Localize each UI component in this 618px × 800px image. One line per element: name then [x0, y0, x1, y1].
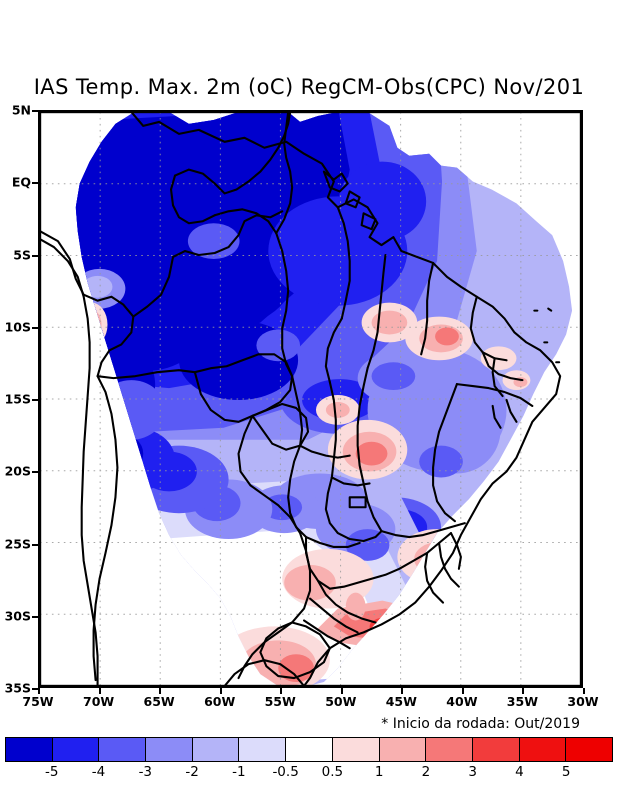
- colorbar-tick-label: 2: [421, 764, 431, 780]
- x-tick-mark: [38, 688, 40, 694]
- x-tick-mark: [98, 688, 101, 694]
- x-tick-label: 75W: [22, 694, 54, 709]
- y-tick-label: 15S: [4, 391, 31, 407]
- map-frame: [38, 110, 583, 688]
- x-tick-label: 40W: [446, 694, 478, 709]
- anomaly-map[interactable]: [40, 112, 581, 686]
- colorbar-cell[interactable]: [379, 738, 427, 761]
- y-tick-mark: [32, 543, 38, 546]
- x-tick-mark: [219, 688, 222, 694]
- colorbar-cell[interactable]: [332, 738, 380, 761]
- y-tick-mark: [32, 326, 38, 329]
- colorbar-tick-label: -5: [45, 764, 59, 780]
- y-tick-mark: [32, 110, 38, 112]
- y-tick-label: 10S: [4, 319, 31, 335]
- colorbar-cell[interactable]: [192, 738, 240, 761]
- colorbar-labels: -5 -4 -3 -2 -1 -0.5 0.5 1 2 3 4 5: [5, 764, 613, 784]
- colorbar-tick-label: -1: [232, 764, 246, 780]
- x-tick-label: 30W: [567, 694, 599, 709]
- colorbar-cell[interactable]: [472, 738, 520, 761]
- y-tick-label: 20S: [4, 463, 31, 479]
- colorbar-cell[interactable]: [286, 738, 333, 761]
- x-tick-label: 50W: [325, 694, 357, 709]
- y-tick-mark: [32, 182, 38, 185]
- colorbar-tick-label: 5: [561, 764, 571, 780]
- colorbar-tick-label: -4: [91, 764, 106, 780]
- colorbar-cell[interactable]: [239, 738, 287, 761]
- run-start-footnote: * Inicio da rodada: Out/2019: [381, 716, 580, 732]
- colorbar-cell[interactable]: [146, 738, 193, 761]
- x-tick-label: 55W: [264, 694, 296, 709]
- y-tick-mark: [32, 399, 38, 401]
- x-tick-mark: [522, 688, 525, 694]
- x-tick-mark: [461, 688, 464, 694]
- colorbar-tick-label: 4: [515, 764, 524, 780]
- y-tick-mark: [32, 254, 38, 257]
- x-tick-label: 35W: [506, 694, 538, 709]
- colorbar-cell[interactable]: [6, 738, 53, 761]
- colorbar-cell[interactable]: [99, 738, 147, 761]
- y-tick-mark: [32, 615, 38, 618]
- colorbar-tick-label: -2: [185, 764, 199, 780]
- colorbar-cell[interactable]: [426, 738, 473, 761]
- x-tick-mark: [401, 688, 404, 694]
- x-tick-mark: [340, 688, 343, 694]
- y-tick-label: 5S: [13, 247, 31, 262]
- y-tick-label: EQ: [11, 174, 31, 190]
- colorbar-cell[interactable]: [519, 738, 567, 761]
- y-tick-label: 25S: [4, 536, 31, 551]
- y-tick-mark: [32, 688, 38, 690]
- colorbar-tick-label: 0.5: [321, 764, 344, 780]
- x-tick-mark: [583, 688, 585, 694]
- colorbar[interactable]: [5, 737, 613, 762]
- y-tick-label: 30S: [4, 608, 31, 624]
- colorbar-cell[interactable]: [566, 738, 612, 761]
- y-tick-label: 35S: [4, 680, 31, 696]
- colorbar-tick-label: 1: [374, 764, 384, 780]
- y-tick-mark: [32, 471, 38, 474]
- colorbar-tick-label: -0.5: [272, 764, 299, 780]
- colorbar-tick-label: -3: [138, 764, 153, 780]
- x-tick-label: 60W: [204, 694, 236, 709]
- plot-area: 5N EQ 5S 10S 15S 20S 25S 30S 35S 75W 70W…: [5, 103, 599, 710]
- y-tick-label: 5N: [11, 102, 31, 118]
- x-tick-label: 45W: [385, 694, 417, 709]
- x-tick-label: 70W: [83, 694, 115, 709]
- x-tick-mark: [159, 688, 162, 694]
- x-tick-label: 65W: [143, 694, 175, 709]
- colorbar-cell[interactable]: [52, 738, 100, 761]
- colorbar-tick-label: 3: [468, 764, 477, 780]
- page-title: IAS Temp. Max. 2m (oC) RegCM-Obs(CPC) No…: [33, 75, 585, 99]
- x-tick-mark: [280, 688, 283, 694]
